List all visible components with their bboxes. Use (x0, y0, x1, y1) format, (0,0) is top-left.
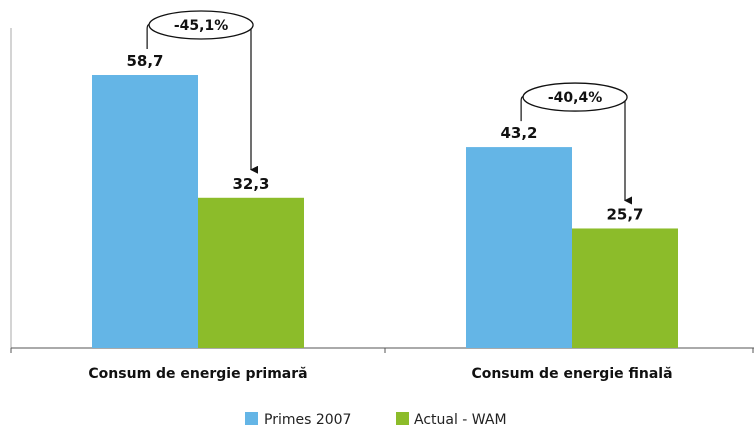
data-label: 43,2 (500, 124, 537, 142)
data-label: 32,3 (232, 175, 269, 193)
bar-primes-2007 (92, 75, 198, 348)
category-label: Consum de energie primară (88, 366, 307, 382)
legend-swatch-primes-2007 (245, 412, 258, 425)
legend-swatch-actual-wam (396, 412, 409, 425)
annotations-layer: -45,1% -40,4% (146, 10, 632, 205)
data-label: 58,7 (126, 52, 163, 70)
legend-label: Primes 2007 (264, 412, 351, 428)
data-label: 25,7 (606, 205, 643, 223)
annotation-label: -45,1% (174, 18, 228, 34)
bars-layer: 58,7 32,3 43,2 25,7 (92, 52, 678, 348)
annotation-ellipse (148, 10, 254, 40)
annotation-ellipse (522, 82, 628, 112)
category-label: Consum de energie finală (471, 366, 672, 382)
bar-primes-2007 (466, 147, 572, 348)
legend-label: Actual - WAM (414, 412, 507, 428)
annotation-label: -40,4% (548, 90, 602, 106)
bar-actual-wam (572, 228, 678, 348)
bar-actual-wam (198, 197, 304, 348)
legend: Primes 2007 Actual - WAM (245, 412, 507, 428)
